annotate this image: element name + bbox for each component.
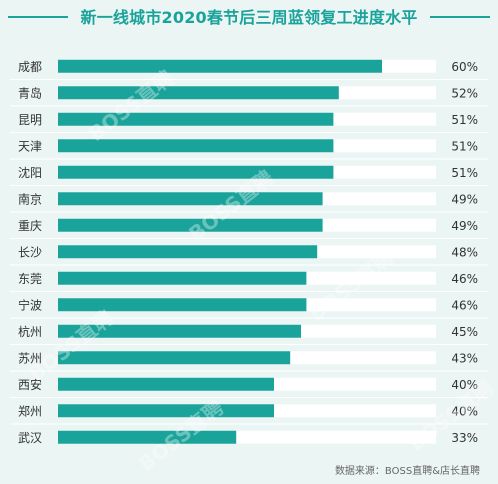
category-label: 重庆 [18,219,42,233]
bar [58,165,334,179]
bar [58,404,274,418]
category-label: 郑州 [18,403,42,418]
chart-title: 新一线城市2020春节后三周蓝领复工进度水平 [80,8,418,27]
value-label: 51% [451,139,478,153]
value-label: 49% [451,219,478,233]
value-label: 51% [451,113,478,127]
bar [58,86,339,100]
bar [58,377,274,391]
value-label: 33% [451,431,478,445]
bar [58,324,301,338]
title-area: 新一线城市2020春节后三周蓝领复工进度水平 [0,0,498,34]
category-label: 昆明 [18,113,42,127]
value-label: 60% [451,60,478,74]
data-source-note: 数据来源：BOSS直聘&店长直聘 [334,466,480,477]
category-label: 东莞 [18,272,42,286]
category-label: 南京 [18,191,42,206]
value-label: 51% [451,166,478,180]
category-label: 天津 [18,139,42,153]
bar [58,351,291,365]
bar [58,139,334,153]
category-label: 沈阳 [18,165,42,180]
category-label: 宁波 [18,297,42,312]
bar [58,430,237,444]
title-rule-right [430,16,490,18]
category-label: 苏州 [18,351,42,365]
value-label: 48% [451,245,478,259]
bar [58,218,323,232]
value-label: 40% [451,378,478,392]
title-rule-left [8,16,68,18]
category-label: 青岛 [18,85,42,100]
category-label: 长沙 [18,245,42,259]
bar [58,298,307,312]
bar [58,245,318,259]
category-label: 西安 [18,377,42,392]
category-label: 成都 [18,60,42,74]
bar [58,59,382,73]
value-label: 52% [451,86,478,100]
value-label: 40% [451,404,478,418]
category-label: 杭州 [18,324,42,339]
value-label: 46% [451,298,478,312]
value-label: 46% [451,272,478,286]
value-label: 45% [451,325,478,339]
bar [58,271,307,285]
bar [58,192,323,206]
value-label: 43% [451,351,478,365]
value-label: 49% [451,192,478,206]
bar [58,112,334,126]
category-label: 武汉 [18,431,42,445]
